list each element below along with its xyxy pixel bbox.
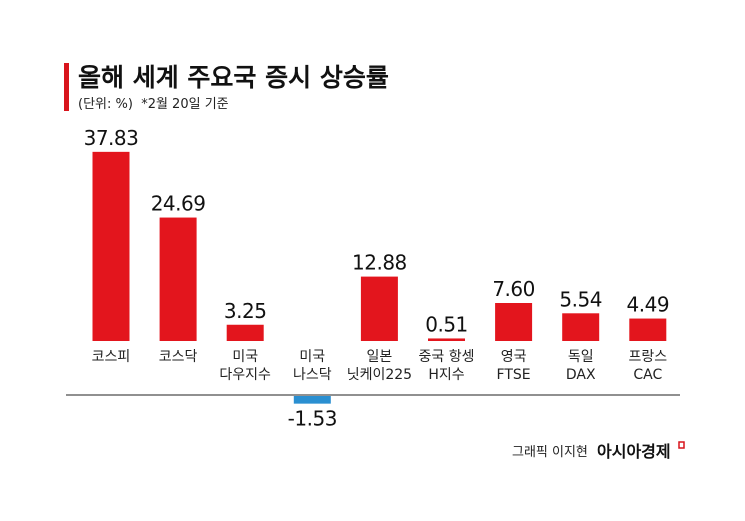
category-label: 영국	[501, 349, 527, 365]
bar	[428, 338, 465, 341]
data-label: 12.88	[352, 251, 407, 275]
category-label: 나스닥	[293, 367, 332, 383]
data-label: 3.25	[224, 299, 267, 323]
category-label: DAX	[566, 367, 596, 383]
data-label: 0.51	[425, 312, 468, 336]
data-label: 4.49	[627, 293, 670, 317]
category-label: 일본	[367, 349, 393, 365]
brand-logo: 아시아경제	[597, 442, 671, 461]
category-label: H지수	[428, 367, 464, 383]
category-label: 코스닥	[159, 349, 198, 365]
chart-subtitle: (단위: %) *2월 20일 기준	[78, 97, 229, 112]
bar	[159, 217, 197, 341]
bar	[562, 313, 600, 341]
category-label: 코스피	[92, 349, 131, 365]
category-label: 닛케이225	[347, 367, 412, 383]
category-label: 미국	[232, 349, 258, 365]
bar	[293, 396, 331, 404]
title-accent-bar	[64, 63, 69, 111]
chart-title: 올해 세계 주요국 증시 상승률	[78, 63, 389, 92]
brand-mark-icon	[678, 441, 685, 449]
category-label: 다우지수	[219, 367, 271, 383]
category-label: FTSE	[497, 367, 531, 383]
credit-text: 그래픽 이지현	[512, 445, 588, 460]
bar	[92, 151, 130, 341]
data-label: 5.54	[559, 287, 602, 311]
data-label: -1.53	[288, 407, 337, 431]
bar	[226, 324, 264, 341]
category-label: 독일	[568, 349, 594, 365]
bar	[495, 303, 533, 341]
data-label: 24.69	[151, 192, 206, 216]
category-label: 미국	[299, 349, 325, 365]
bar	[629, 318, 667, 341]
data-label: 7.60	[492, 277, 535, 301]
category-label: 중국 항셍	[419, 349, 475, 365]
data-label: 37.83	[84, 126, 139, 150]
category-label: 프랑스	[628, 349, 667, 365]
category-label: CAC	[633, 367, 662, 383]
bar	[360, 276, 398, 341]
